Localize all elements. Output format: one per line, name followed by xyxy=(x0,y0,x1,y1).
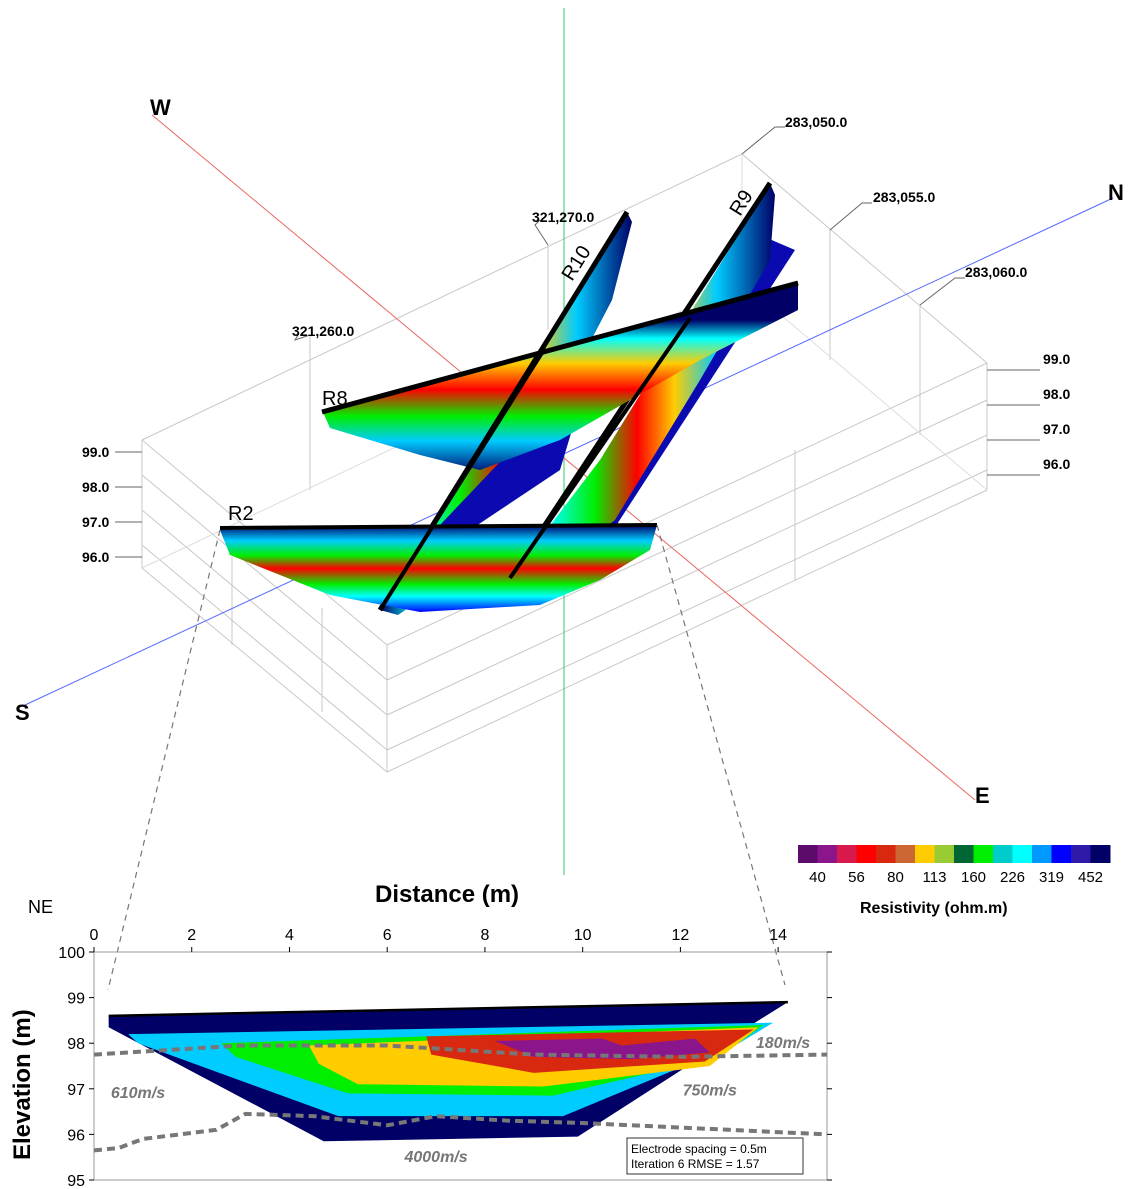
profile-r10-overlay-line xyxy=(378,346,547,612)
y-tick-label: 96 xyxy=(67,1127,85,1144)
legend-swatch xyxy=(993,845,1013,863)
legend-swatch xyxy=(1071,845,1091,863)
legend-tick-label: 113 xyxy=(923,869,947,886)
legend-tick-labels: 40 56 80 113 160 226 319 452 xyxy=(809,869,1103,886)
velocity-label: 750m/s xyxy=(683,1083,737,1100)
elevation-right-label-97: 97.0 xyxy=(1043,421,1070,437)
northing-label-1: 283,050.0 xyxy=(785,114,847,130)
elevation-right-label-96: 96.0 xyxy=(1043,456,1070,472)
legend-tick-label: 80 xyxy=(887,869,904,886)
y-tick-label: 95 xyxy=(67,1173,85,1189)
legend-tick-label: 319 xyxy=(1039,869,1064,886)
easting-label-2: 321,260.0 xyxy=(292,323,354,339)
profile-r9-overlay-line xyxy=(508,316,692,580)
x-tick-label: 4 xyxy=(285,927,294,944)
legend-tick-label: 160 xyxy=(961,869,986,886)
velocity-label: 610m/s xyxy=(111,1085,165,1102)
y-tick-label: 99 xyxy=(67,991,85,1008)
profile-label-r2: R2 xyxy=(228,503,254,525)
legend-swatch xyxy=(1032,845,1052,863)
elevation-left-label-96: 96.0 xyxy=(82,549,109,565)
elevation-left-label-98: 98.0 xyxy=(82,479,109,495)
legend-swatch xyxy=(934,845,955,863)
velocity-label: 180m/s xyxy=(756,1035,810,1052)
legend-tick-label: 40 xyxy=(809,869,826,886)
ne-direction-label: NE xyxy=(28,897,53,917)
legend-tick-label: 226 xyxy=(1000,869,1025,886)
elevation-left-label-97: 97.0 xyxy=(82,514,109,530)
south-north-axis-line xyxy=(24,197,1114,706)
y-axis-ticks: 95 96 97 98 99 100 xyxy=(58,945,832,1189)
compass-west-label: W xyxy=(150,95,171,120)
legend-swatch xyxy=(973,845,994,863)
legend-swatch xyxy=(954,845,974,863)
legend-swatch xyxy=(1051,845,1072,863)
legend-tick-label: 452 xyxy=(1078,869,1103,886)
y-axis-title: Elevation (m) xyxy=(9,1009,36,1160)
x-tick-label: 2 xyxy=(187,927,196,944)
x-tick-label: 0 xyxy=(90,927,99,944)
velocity-label: 4000m/s xyxy=(403,1149,467,1166)
resistivity-section xyxy=(108,1002,788,1142)
legend-swatch xyxy=(1012,845,1033,863)
elevation-right-label-99: 99.0 xyxy=(1043,351,1070,367)
legend-swatch xyxy=(915,845,935,863)
perspective-view: W N S E 283,050.0 283,055.0 283,060.0 32… xyxy=(15,8,1124,991)
x-tick-label: 14 xyxy=(769,927,787,944)
velocity-boundary-lower xyxy=(94,1111,827,1153)
profile-r8-section xyxy=(322,282,798,470)
legend-swatches xyxy=(798,845,1111,863)
y-tick-label: 100 xyxy=(58,945,85,962)
y-tick-label: 97 xyxy=(67,1082,85,1099)
velocity-boundary-upper xyxy=(94,1043,827,1059)
profile-r2-surface-line xyxy=(219,523,658,530)
x-tick-label: 8 xyxy=(480,927,489,944)
resistivity-legend: 40 56 80 113 160 226 319 452 Resistivity (ohm.m… xyxy=(798,845,1111,917)
legend-swatch xyxy=(876,845,896,863)
profile-r8-surface-line xyxy=(321,280,799,415)
electrode-spacing-note: Electrode spacing = 0.5m xyxy=(631,1142,767,1156)
x-tick-label: 6 xyxy=(383,927,392,944)
legend-swatch xyxy=(1090,845,1111,863)
legend-swatch xyxy=(895,845,916,863)
legend-swatch xyxy=(798,845,818,863)
inversion-note-box: Electrode spacing = 0.5m Iteration 6 RMS… xyxy=(626,1137,804,1175)
velocity-labels: 180m/s 610m/s 750m/s 4000m/s xyxy=(111,1035,810,1166)
legend-swatch xyxy=(817,845,838,863)
x-axis-ticks: 0 2 4 6 8 10 12 14 xyxy=(90,927,787,952)
zoom-guide-left xyxy=(107,529,221,991)
compass-south-label: S xyxy=(15,700,30,725)
iteration-rmse-note: Iteration 6 RMSE = 1.57 xyxy=(631,1157,760,1171)
elevation-left-label-99: 99.0 xyxy=(82,444,109,460)
compass-east-label: E xyxy=(975,783,990,808)
easting-label-1: 321,270.0 xyxy=(532,209,594,225)
legend-title: Resistivity (ohm.m) xyxy=(860,900,1008,917)
y-tick-label: 98 xyxy=(67,1036,85,1053)
northing-label-2: 283,055.0 xyxy=(873,189,935,205)
profile-label-r8: R8 xyxy=(322,388,348,410)
profile-r2-section xyxy=(220,525,657,612)
legend-swatch xyxy=(856,845,877,863)
profile-r10-shadow xyxy=(440,420,575,530)
topographic-surface-line xyxy=(108,1000,788,1018)
x-tick-label: 12 xyxy=(672,927,690,944)
legend-swatch xyxy=(837,845,857,863)
legend-tick-label: 56 xyxy=(848,869,865,886)
zoom-guide-right xyxy=(656,524,786,986)
x-axis-title: Distance (m) xyxy=(375,881,519,908)
elevation-right-label-98: 98.0 xyxy=(1043,386,1070,402)
compass-north-label: N xyxy=(1108,180,1124,205)
plot-frame xyxy=(93,951,828,1181)
northing-label-3: 283,060.0 xyxy=(965,264,1027,280)
profile-r9-section xyxy=(510,183,775,590)
section-plot: Distance (m) NE Elevation (m) 0 2 4 6 8 10 12 1… xyxy=(9,881,832,1189)
x-tick-label: 10 xyxy=(574,927,592,944)
coordinate-leaders xyxy=(115,126,1040,558)
